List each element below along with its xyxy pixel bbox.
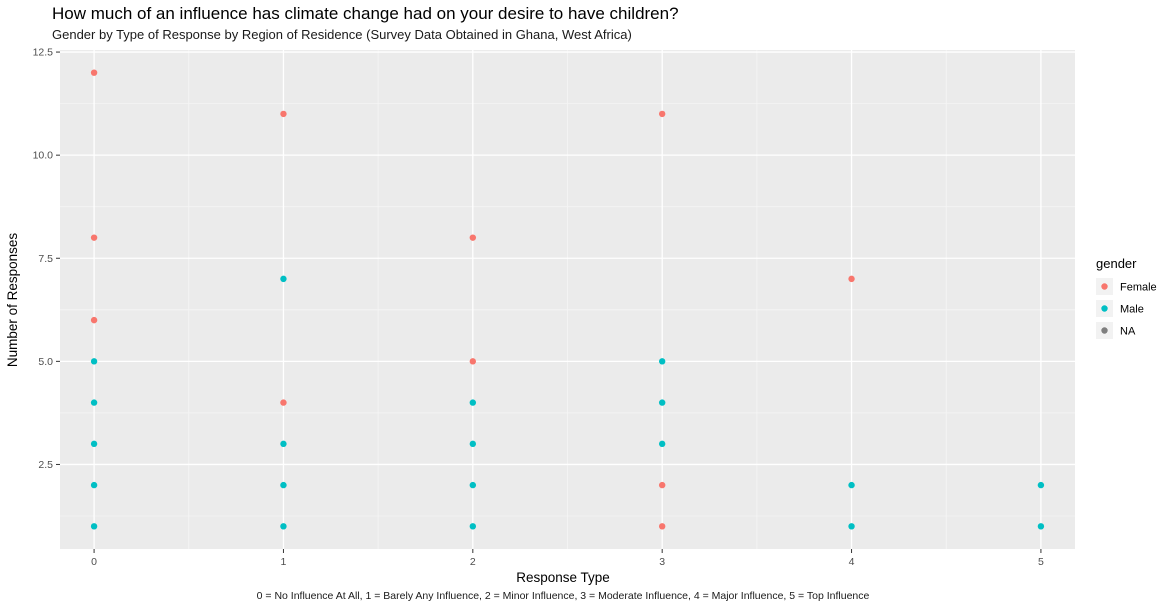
chart-subtitle: Gender by Type of Response by Region of … <box>52 27 632 42</box>
data-point-male <box>280 275 287 283</box>
data-point-male <box>280 481 287 489</box>
data-point-female <box>658 110 666 118</box>
y-tick-label: 12.5 <box>33 47 54 59</box>
data-point-male <box>469 440 477 448</box>
data-point-female <box>90 316 98 324</box>
data-point-male <box>90 399 98 406</box>
x-tick-label: 5 <box>1038 556 1044 568</box>
data-point-female <box>280 110 287 118</box>
x-tick-label: 1 <box>281 556 287 568</box>
data-point-male <box>658 399 666 406</box>
data-point-male <box>90 481 98 489</box>
data-point-female <box>658 523 666 530</box>
x-axis-title: Response Type <box>516 570 610 585</box>
legend-swatch-male <box>1101 305 1108 312</box>
x-tick-label: 4 <box>849 556 855 568</box>
data-point-male <box>280 440 287 448</box>
data-point-female <box>848 275 855 283</box>
legend-label-na: NA <box>1120 326 1136 338</box>
data-point-female <box>90 234 98 241</box>
axis-ticks: 0 1 2 3 4 5 2.5 5.0 7.5 10.0 12.5 <box>33 47 1044 568</box>
legend-swatch-na <box>1101 327 1108 334</box>
data-point-male <box>469 523 477 530</box>
data-points <box>90 69 1045 530</box>
data-point-male <box>469 481 477 489</box>
data-point-male <box>90 440 98 448</box>
data-point-male <box>1037 523 1045 530</box>
data-point-male <box>469 399 477 406</box>
data-point-male <box>90 523 98 530</box>
data-point-male <box>848 523 855 530</box>
y-tick-label: 2.5 <box>38 459 53 471</box>
legend-label-female: Female <box>1120 282 1157 294</box>
x-tick-label: 0 <box>91 556 97 568</box>
legend: gender Female Male NA <box>1096 256 1157 339</box>
data-point-female <box>90 69 98 76</box>
data-point-female <box>658 481 666 489</box>
x-axis-caption: 0 = No Influence At All, 1 = Barely Any … <box>257 590 870 602</box>
data-point-male <box>90 358 98 365</box>
legend-swatch-female <box>1101 283 1108 290</box>
data-point-female <box>469 358 477 365</box>
data-point-male <box>1037 481 1045 489</box>
y-tick-label: 5.0 <box>38 356 53 368</box>
data-point-female <box>469 234 477 241</box>
data-point-male <box>658 358 666 365</box>
data-point-male <box>658 440 666 448</box>
legend-title: gender <box>1096 256 1137 271</box>
legend-label-male: Male <box>1120 304 1144 316</box>
data-point-male <box>848 481 855 489</box>
y-axis-title: Number of Responses <box>5 233 20 368</box>
data-point-female <box>280 399 287 406</box>
chart-title: How much of an influence has climate cha… <box>52 4 679 23</box>
data-point-male <box>280 523 287 530</box>
y-tick-label: 7.5 <box>38 253 53 265</box>
grid-lines <box>60 50 1075 549</box>
x-tick-label: 2 <box>470 556 476 568</box>
x-tick-label: 3 <box>659 556 665 568</box>
y-tick-label: 10.0 <box>33 150 54 162</box>
